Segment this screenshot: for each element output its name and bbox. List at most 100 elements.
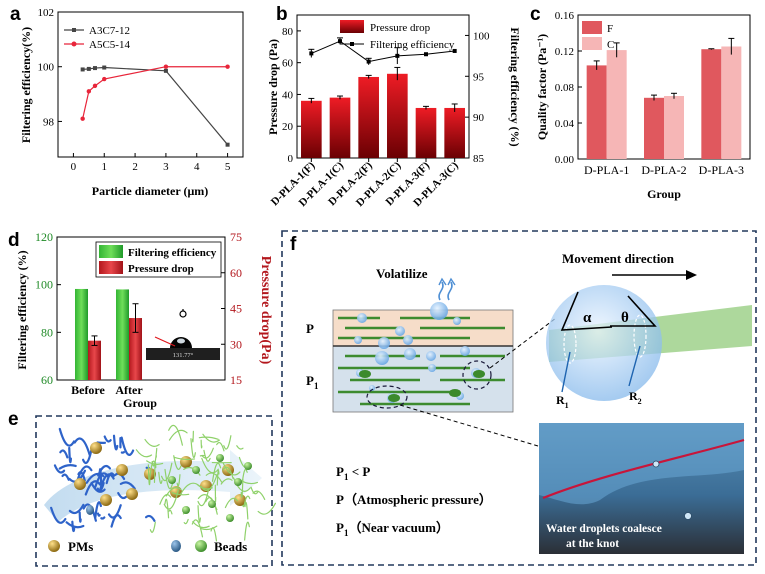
a-point — [86, 89, 92, 94]
e-fiber-right — [200, 525, 218, 531]
a-ytick-label: 100 — [38, 62, 55, 74]
e-bead — [168, 476, 176, 484]
d-y2tick-label: 15 — [230, 373, 242, 387]
panel-f: f Volatilize P P1 Movement direction — [281, 230, 757, 566]
vapor-arrow-icon — [438, 277, 456, 301]
c-xtick-label: D-PLA-2 — [641, 163, 686, 177]
e-fiber-left — [50, 506, 67, 524]
e-fiber-left — [94, 472, 110, 489]
c-bar — [721, 46, 742, 159]
a-xtick-label: 5 — [225, 161, 231, 173]
f-droplet — [357, 313, 367, 323]
f-eq3: P1（Near vacuum） — [336, 520, 449, 538]
e-bead-blue — [86, 505, 94, 515]
plot-frame-a — [57, 11, 244, 158]
b-y2tick-label: 85 — [473, 153, 485, 165]
panel-label-a: a — [10, 4, 21, 25]
e-fiber-left — [58, 427, 76, 447]
a-ytick-label: 98 — [43, 116, 55, 128]
e-fiber-left — [98, 468, 103, 485]
e-fiber-right — [158, 471, 163, 484]
a-ytick-label: 102 — [38, 7, 55, 19]
c-ytick-label: 0.08 — [555, 82, 575, 94]
e-bead — [208, 500, 216, 508]
c-legend-swatch-2 — [582, 37, 602, 50]
e-fiber-right — [222, 466, 234, 479]
d-ytick-label: 60 — [41, 373, 53, 387]
f-eq2: P（Atmospheric pressure） — [336, 492, 492, 507]
d-xtick-label: After — [115, 383, 143, 397]
b-eff-point — [366, 59, 371, 64]
e-fiber-left — [94, 501, 102, 519]
e-fiber-right — [183, 466, 201, 476]
a-legend-label-2: A5C5-14 — [89, 39, 130, 51]
d-xtick-label: Before — [71, 383, 105, 397]
bead-blue-icon — [171, 540, 181, 552]
f-r1-label: R1 — [556, 393, 569, 410]
c-bar — [644, 97, 664, 159]
b-eff-point — [452, 48, 457, 53]
b-legend: Pressure drop Filtering efficiency — [340, 20, 455, 51]
c-series: D-PLA-1 D-PLA-2 D-PLA-3 — [584, 37, 744, 177]
e-bead — [216, 454, 224, 462]
e-fiber-right — [203, 449, 211, 462]
a-point — [102, 65, 107, 70]
e-fiber-right — [159, 494, 172, 505]
d-ytick-label: 80 — [41, 325, 53, 339]
b-y2tick-label: 100 — [473, 30, 490, 42]
f-alpha-label: α — [583, 310, 592, 326]
e-fiber-right — [160, 462, 173, 482]
plot-frame-b — [296, 14, 470, 159]
f-fibers — [338, 316, 505, 406]
c-ytick-label: 0.12 — [555, 46, 574, 58]
b-bar — [329, 97, 351, 158]
e-fiber-right — [241, 468, 248, 482]
f-droplet — [378, 337, 390, 349]
f-angle-theta-lines — [610, 295, 657, 327]
b-bar — [301, 100, 322, 158]
f-photo-caption-2: at the knot — [566, 538, 619, 550]
e-fiber-mesh-left — [50, 427, 246, 533]
f-radius-r1-line — [561, 351, 571, 393]
d-ytick-label: 120 — [35, 230, 53, 244]
b-bar — [358, 76, 379, 158]
c-legend-swatch-1 — [582, 21, 602, 34]
e-fiber-right — [222, 462, 241, 476]
f-droplet — [403, 335, 413, 345]
e-fiber-right — [211, 462, 222, 482]
d-legend: Filtering efficiency Pressure drop — [95, 241, 222, 278]
d-axes: 60 80 100 120 15 30 45 60 75 — [35, 230, 242, 387]
d-inset-substrate — [146, 348, 220, 360]
b-ytick-label: 80 — [282, 26, 294, 38]
a-xtick-label: 3 — [163, 161, 169, 173]
e-fiber-left — [68, 446, 73, 464]
panel-e: e PMs Beads — [8, 409, 277, 567]
b-ytick-label: 0 — [288, 153, 294, 165]
e-pm-particle — [90, 442, 102, 454]
e-fiber-right — [240, 478, 244, 498]
bead-green-icon — [195, 540, 207, 552]
d-xlabel: Group — [123, 396, 157, 410]
e-fiber-mesh-right — [135, 424, 277, 542]
a-point — [86, 66, 91, 71]
d-series: Before After — [71, 288, 143, 397]
d-inset-angle-label: 131.77° — [173, 352, 194, 359]
f-fiber-bead — [388, 394, 400, 402]
e-fiber-left — [59, 449, 69, 459]
e-fiber-right — [200, 439, 203, 449]
e-fiber-left — [65, 521, 85, 529]
a-point — [225, 64, 230, 69]
c-legend: F C — [582, 21, 614, 51]
e-fiber-right — [144, 438, 160, 447]
e-fiber-left — [117, 492, 128, 500]
e-bead — [192, 466, 200, 474]
e-fiber-right — [173, 455, 182, 470]
b-eff-point — [338, 39, 342, 44]
e-fiber-right — [220, 478, 233, 485]
d-legend-swatch-2 — [99, 261, 123, 274]
f-eq1: P1 < P — [336, 464, 370, 482]
a-xtick-label: 1 — [102, 161, 108, 173]
panel-label-f: f — [290, 234, 297, 255]
f-volatilize-label: Volatilize — [376, 266, 428, 281]
